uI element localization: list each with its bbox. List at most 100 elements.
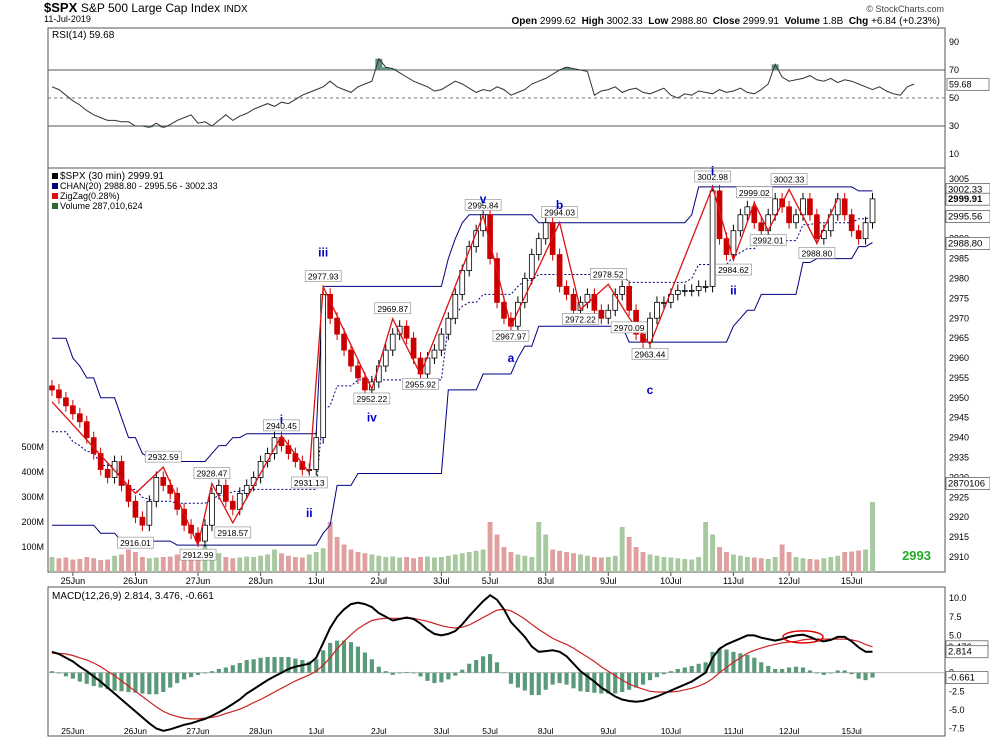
macd-x-tick-label: 28Jun [249,726,272,736]
volume-bar [814,559,820,572]
target-label: 2993 [902,548,931,563]
volume-bar [772,557,778,572]
volume-bar [91,558,97,572]
wave-label: ii [730,283,737,297]
price-panel [47,167,946,573]
macd-highlight-ellipse [782,630,824,644]
macd-signal-line [52,608,873,720]
macd-histogram-bar [168,672,173,688]
macd-legend: MACD(12,26,9) 2.814, 3.476, -0.661 [52,591,214,602]
price-tick-label: 2980 [949,273,969,283]
volume-bar [160,557,166,572]
x-tick-label: 5Jul [482,576,499,586]
macd-histogram-bar [432,672,437,684]
macd-histogram-bar [766,665,771,673]
macd-histogram-bar [752,657,757,673]
volume-bar [49,557,55,572]
price-annotation-label: 2972.22 [565,314,596,324]
volume-bar [696,557,702,572]
volume-bar [543,534,549,572]
volume-bar [445,555,451,572]
candle-body [362,377,368,391]
volume-bar [564,552,569,572]
volume-bar [640,552,646,572]
macd-histogram-bar [738,653,743,673]
rsi-oversold-fill [145,126,153,128]
macd-histogram-bar [759,662,764,673]
volume-bar [751,557,757,572]
volume-bar [153,557,159,572]
volume-bar [529,557,535,572]
volume-bar [306,554,312,572]
price-annotation-label: 2963.44 [635,349,666,359]
macd-histogram-bar [314,659,319,673]
price-tick-label: 2965 [949,333,969,343]
price-tick-label: 3005 [949,174,969,184]
volume-bar [786,552,792,572]
volume-bar [856,550,862,572]
volume-value: 1.8B [822,16,844,27]
macd-tick-label: 10.0 [949,593,967,603]
candle-body [271,437,278,454]
price-tick-label: 2910 [949,552,969,562]
candle-body [542,222,549,240]
wave-label: ii [306,506,313,520]
macd-histogram-bar [863,672,868,681]
macd-histogram-bar [397,672,402,674]
volume-bar [717,547,722,572]
macd-histogram-bar [828,672,833,674]
price-annotation-box [610,321,648,334]
macd-histogram-bar [745,654,750,673]
macd-x-tick-label: 15Jul [841,726,861,736]
macd-histogram-bar [362,652,367,673]
price-annotation-box [589,268,627,280]
macd-x-tick-label: 5Jul [482,726,498,736]
macd-histogram-bar [321,650,326,673]
volume-tick-label: 300M [21,492,44,502]
macd-last-box [945,671,989,684]
macd-histogram-bar [508,672,514,684]
volume-bar [515,554,521,572]
x-tick-label: 3Jul [433,576,450,586]
price-annotation-label: 2994.03 [544,208,575,218]
macd-histogram-bar [376,666,381,673]
macd-x-tick-label: 27Jun [186,726,209,736]
wave-label: iii [318,246,328,260]
candle-body [528,254,535,279]
candle-body [49,385,55,391]
chart-date: 11-Jul-2019 [44,14,91,24]
rsi-overbought-fill [389,68,397,70]
price-annotation-label: 2977.93 [308,272,339,282]
wave-label: c [647,383,654,397]
macd-line [51,593,873,732]
volume-bar [404,557,410,572]
macd-histogram-bar [675,668,680,673]
macd-histogram-bar [182,672,187,680]
candle-body [216,485,222,494]
macd-histogram-bar [56,672,62,674]
price-tick-label: 2920 [949,512,969,522]
macd-histogram-bar [175,672,180,684]
price-legend-swatch [52,203,58,209]
price-right-label: 2988.80 [948,238,982,249]
macd-right-label: 2.814 [948,647,972,658]
price-right-label: 3002.33 [948,185,982,196]
volume-bar [272,549,277,572]
candle-body [160,477,167,486]
volume-bar [348,549,354,572]
price-annotation-label: 2940.45 [266,421,297,431]
macd-histogram-bar [571,672,576,689]
price-annotation-label: 2931.13 [294,478,325,488]
rsi-tick-label: 70 [949,65,959,75]
macd-histogram-bar [522,672,527,691]
macd-histogram-bar [195,672,201,675]
macd-histogram-bar [710,651,715,673]
macd-histogram-bar [251,659,256,673]
volume-bar [63,557,69,572]
candle-body [626,286,632,311]
zigzag-line [51,184,839,548]
price-annotation-label: 2952.22 [356,394,387,404]
macd-histogram-bar [140,672,145,694]
low-value: 2988.80 [671,16,708,27]
candle-body [716,190,723,240]
